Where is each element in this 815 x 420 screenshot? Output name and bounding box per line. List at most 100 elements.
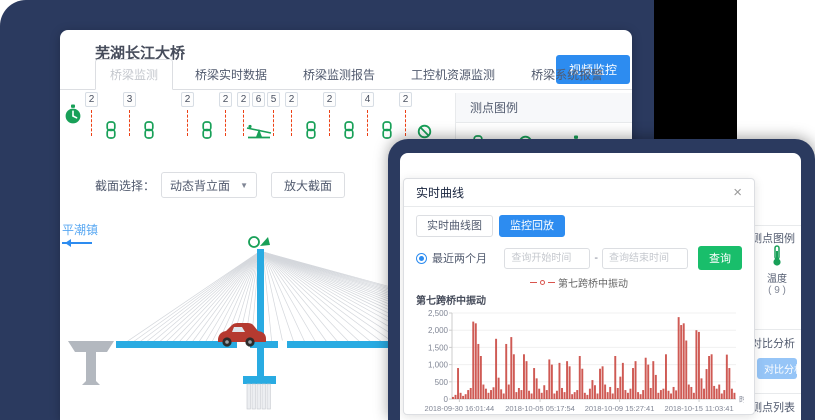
dashed-line [129, 110, 130, 136]
close-icon[interactable]: × [733, 184, 742, 201]
chart-title: 第七跨桥中振动 [416, 296, 486, 307]
left-arrow-icon [62, 239, 92, 247]
town-label-text: 平潮镇 [62, 223, 99, 237]
dashed-line [187, 110, 188, 136]
sensor-count-badge: 2 [85, 92, 98, 107]
vibration-chart: 0 500 1,000 1,500 2,000 2,500 2018-09-30 16:01… [425, 309, 755, 413]
sensor-count-badge: 3 [123, 92, 136, 107]
sensor-point[interactable]: 2 [177, 92, 198, 144]
legend-series-name: 第七跨桥中振动 [558, 279, 628, 290]
legend-marker-dot [540, 280, 545, 285]
popup-window-frame: 测点图例 温度 ( 9 ) 对比分析 对比分析 振动监测点列表 实时曲线 × [388, 139, 815, 420]
link-sensor[interactable] [140, 92, 157, 144]
link-icon [343, 121, 355, 144]
sensor-count-badge: 5 [267, 92, 280, 107]
range-separator: - [594, 252, 598, 264]
compare-header: 对比分析 [755, 338, 795, 350]
tab-3[interactable]: 桥梁监测报告 [303, 68, 376, 82]
temperature-item[interactable]: 温度 ( 9 ) [757, 245, 797, 296]
dialog-tab-2[interactable]: 监控回放 [499, 215, 565, 237]
strip-legend-header: 测点图例 [755, 233, 795, 245]
section-select[interactable]: 动态背立面 ▼ [161, 172, 258, 198]
dashed-line [405, 110, 406, 136]
sensor-point[interactable]: 2 [319, 92, 340, 144]
link-sensor[interactable] [378, 92, 395, 144]
sensor-point[interactable]: 4 [357, 92, 378, 144]
sensor-point[interactable]: 2 [215, 92, 236, 144]
bearing-icon [246, 122, 272, 144]
svg-text:2018-10-05 05:17:54: 2018-10-05 05:17:54 [505, 404, 575, 413]
svg-text:2018-09-30 16:01:44: 2018-09-30 16:01:44 [425, 404, 495, 413]
tab-5[interactable]: 桥梁系统报警 [531, 68, 604, 82]
link-sensor[interactable] [302, 92, 319, 144]
dialog-header: 实时曲线 × [404, 179, 754, 207]
chart-legend[interactable]: 第七跨桥中振动 [416, 275, 742, 290]
link-icon [305, 121, 317, 144]
dashed-line [273, 110, 274, 136]
dashed-line [243, 110, 244, 136]
query-end-input[interactable] [602, 247, 688, 269]
tab-1[interactable]: 桥梁监测 [95, 59, 174, 90]
page-title: 芜湖长江大桥 [95, 45, 186, 62]
thermometer-icon [771, 245, 783, 270]
temperature-label: 温度 [767, 274, 787, 285]
svg-text:500: 500 [435, 378, 449, 387]
main-tabbar: 桥梁监测 桥梁实时数据 桥梁监测报告 工控机资源监测 桥梁系统报警 [60, 59, 632, 90]
sensor-count-badge: 6 [252, 92, 265, 107]
radio-label: 最近两个月 [432, 253, 487, 265]
dialog-tab-1[interactable]: 实时曲线图 [416, 215, 493, 237]
sensor-count-badge: 2 [237, 92, 250, 107]
tab-2[interactable]: 桥梁实时数据 [195, 68, 268, 82]
point-list-header: 振动监测点列表 [755, 402, 795, 414]
svg-text:2,500: 2,500 [428, 309, 449, 318]
ban-sensor[interactable] [416, 92, 433, 144]
sensor-count-badge: 2 [285, 92, 298, 107]
link-sensor[interactable] [198, 92, 215, 144]
popup-page: 测点图例 温度 ( 9 ) 对比分析 对比分析 振动监测点列表 实时曲线 × [400, 153, 801, 420]
video-blackout [654, 0, 737, 139]
compare-button[interactable]: 对比分析 [757, 358, 797, 379]
divider [755, 393, 801, 394]
video-monitor-button[interactable]: 视频监控 [555, 55, 630, 84]
dashed-line [291, 110, 292, 136]
query-button[interactable]: 查询 [698, 246, 742, 270]
dashed-line [91, 110, 92, 136]
ban-icon [417, 124, 432, 144]
section-select-label: 截面选择： [95, 178, 156, 193]
sensor-count-badge: 2 [323, 92, 336, 107]
divider [755, 329, 801, 330]
query-start-input[interactable] [504, 247, 591, 269]
link-sensor[interactable] [102, 92, 119, 144]
sensor-count-badge: 2 [399, 92, 412, 107]
legend-panel-title: 测点图例 [456, 93, 632, 123]
svg-text:1,000: 1,000 [428, 361, 449, 370]
legend-marker-line [530, 282, 537, 283]
gauge-sensor[interactable] [64, 92, 81, 144]
dashed-line [329, 110, 330, 136]
sensor-point[interactable]: 2 [281, 92, 302, 144]
svg-text:2018-10-09 15:27:41: 2018-10-09 15:27:41 [585, 404, 655, 413]
svg-text:0: 0 [444, 395, 449, 404]
section-select-value: 动态背立面 [170, 178, 231, 193]
svg-text:1,500: 1,500 [428, 343, 449, 352]
query-controls: 最近两个月 - 查询 [416, 246, 742, 270]
dialog-title: 实时曲线 [416, 186, 465, 200]
sensor-point[interactable]: 2 [395, 92, 416, 144]
gauge-icon [64, 104, 82, 130]
svg-text:2018-10-15 11:03:41: 2018-10-15 11:03:41 [665, 404, 734, 413]
sensor-point[interactable]: 5 [266, 92, 281, 144]
sensor-count-badge: 2 [181, 92, 194, 107]
link-sensor[interactable] [340, 92, 357, 144]
sensor-count-badge: 4 [361, 92, 374, 107]
sensor-point[interactable]: 2 [236, 92, 251, 144]
sensor-point[interactable]: 3 [119, 92, 140, 144]
tab-4[interactable]: 工控机资源监测 [411, 68, 496, 82]
radio-last-two-months[interactable] [416, 252, 427, 264]
sensor-point[interactable]: 2 [81, 92, 102, 144]
bearing-sensor[interactable]: 6 [246, 92, 271, 144]
zoom-section-button[interactable]: 放大截面 [271, 172, 346, 198]
